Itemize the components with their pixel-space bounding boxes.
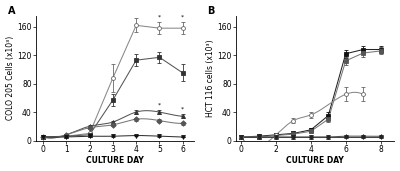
Text: B: B bbox=[208, 6, 215, 16]
Text: *: * bbox=[181, 114, 184, 119]
X-axis label: CULTURE DAY: CULTURE DAY bbox=[86, 156, 144, 166]
Text: *: * bbox=[181, 106, 184, 111]
Text: *: * bbox=[181, 15, 184, 20]
Text: A: A bbox=[8, 6, 15, 16]
Y-axis label: COLO 205 Cells (x10³): COLO 205 Cells (x10³) bbox=[6, 36, 14, 120]
Y-axis label: HCT 116 cells (x10³): HCT 116 cells (x10³) bbox=[206, 40, 214, 117]
X-axis label: CULTURE DAY: CULTURE DAY bbox=[286, 156, 344, 166]
Text: *: * bbox=[158, 102, 161, 107]
Text: *: * bbox=[158, 111, 161, 116]
Text: *: * bbox=[158, 15, 161, 20]
